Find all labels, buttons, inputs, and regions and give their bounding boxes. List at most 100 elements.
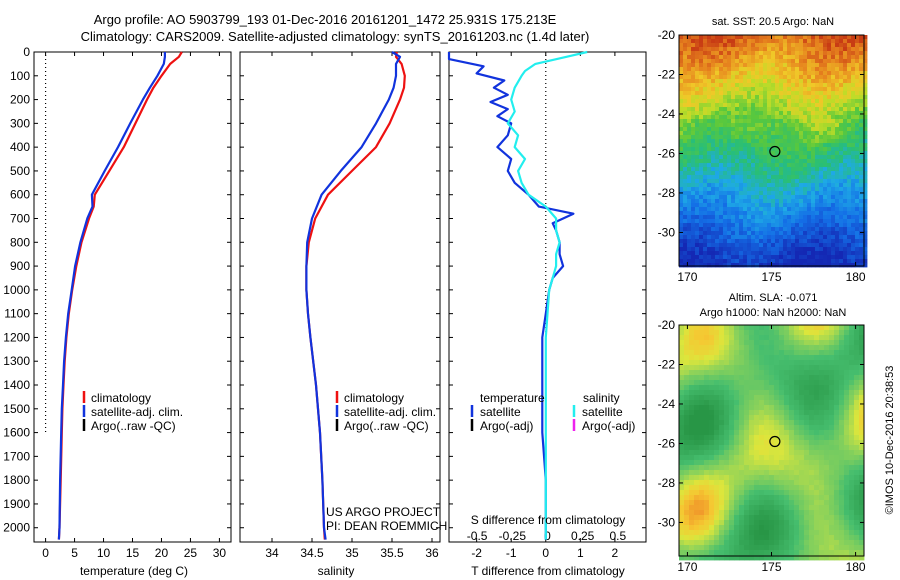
heatmap-cell xyxy=(719,119,724,124)
heatmap-cell xyxy=(699,79,704,84)
heatmap-cell xyxy=(799,350,805,356)
heatmap-cell xyxy=(863,175,868,180)
heatmap-cell xyxy=(714,330,720,336)
heatmap-cell xyxy=(687,115,692,120)
heatmap-cell xyxy=(794,540,800,546)
sla-map-title-line1: Altim. SLA: -0.071 xyxy=(729,292,818,304)
heatmap-cell xyxy=(855,83,860,88)
heatmap-cell xyxy=(729,430,735,436)
heatmap-cell xyxy=(764,365,770,371)
heatmap-cell xyxy=(819,167,824,172)
heatmap-cell xyxy=(751,247,756,252)
heatmap-cell xyxy=(684,540,690,546)
heatmap-cell xyxy=(683,87,688,92)
heatmap-cell xyxy=(779,490,785,496)
heatmap-cell xyxy=(743,159,748,164)
heatmap-cell xyxy=(829,420,835,426)
heatmap-cell xyxy=(689,465,695,471)
heatmap-cell xyxy=(727,143,732,148)
heatmap-cell xyxy=(709,480,715,486)
heatmap-cell xyxy=(769,370,775,376)
heatmap-cell xyxy=(711,59,716,64)
heatmap-cell xyxy=(854,425,860,431)
heatmap-cell xyxy=(814,470,820,476)
heatmap-cell xyxy=(795,219,800,224)
heatmap-cell xyxy=(679,95,684,100)
heatmap-cell xyxy=(859,131,864,136)
heatmap-cell xyxy=(799,500,805,506)
heatmap-cell xyxy=(791,83,796,88)
heatmap-cell xyxy=(683,63,688,68)
heatmap-cell xyxy=(819,430,825,436)
heatmap-cell xyxy=(819,79,824,84)
heatmap-cell xyxy=(799,179,804,184)
heatmap-cell xyxy=(695,123,700,128)
heatmap-cell xyxy=(695,151,700,156)
heatmap-cell xyxy=(699,119,704,124)
heatmap-cell xyxy=(759,420,765,426)
heatmap-cell xyxy=(831,259,836,264)
heatmap-cell xyxy=(735,131,740,136)
heatmap-cell xyxy=(699,255,704,260)
heatmap-cell xyxy=(844,515,850,521)
heatmap-cell xyxy=(689,475,695,481)
heatmap-cell xyxy=(779,485,785,491)
heatmap-cell xyxy=(831,231,836,236)
heatmap-cell xyxy=(859,545,865,551)
heatmap-cell xyxy=(809,440,815,446)
heatmap-cell xyxy=(815,87,820,92)
heatmap-cell xyxy=(699,495,705,501)
heatmap-cell xyxy=(679,215,684,220)
heatmap-cell xyxy=(689,395,695,401)
heatmap-cell xyxy=(747,103,752,108)
heatmap-cell xyxy=(689,410,695,416)
heatmap-cell xyxy=(827,67,832,72)
heatmap-cell xyxy=(764,330,770,336)
heatmap-cell xyxy=(799,79,804,84)
heatmap-cell xyxy=(779,510,785,516)
heatmap-cell xyxy=(823,239,828,244)
heatmap-cell xyxy=(811,71,816,76)
heatmap-cell xyxy=(815,191,820,196)
heatmap-cell xyxy=(774,510,780,516)
heatmap-cell xyxy=(719,59,724,64)
heatmap-cell xyxy=(774,555,780,561)
heatmap-cell xyxy=(859,370,865,376)
heatmap-cell xyxy=(747,179,752,184)
heatmap-cell xyxy=(803,167,808,172)
heatmap-cell xyxy=(807,251,812,256)
heatmap-cell xyxy=(809,395,815,401)
heatmap-cell xyxy=(771,135,776,140)
heatmap-cell xyxy=(839,385,845,391)
heatmap-cell xyxy=(727,67,732,72)
heatmap-cell xyxy=(839,460,845,466)
heatmap-cell xyxy=(839,540,845,546)
heatmap-cell xyxy=(735,187,740,192)
heatmap-cell xyxy=(803,115,808,120)
heatmap-cell xyxy=(783,67,788,72)
heatmap-cell xyxy=(727,207,732,212)
heatmap-cell xyxy=(763,51,768,56)
heatmap-cell xyxy=(831,195,836,200)
heatmap-cell xyxy=(729,515,735,521)
heatmap-cell xyxy=(744,540,750,546)
lat-tick-label: -24 xyxy=(658,107,676,121)
heatmap-cell xyxy=(763,179,768,184)
heatmap-cell xyxy=(731,83,736,88)
heatmap-cell xyxy=(751,139,756,144)
heatmap-cell xyxy=(771,63,776,68)
heatmap-cell xyxy=(824,440,830,446)
heatmap-cell xyxy=(683,199,688,204)
heatmap-cell xyxy=(849,445,855,451)
heatmap-cell xyxy=(783,235,788,240)
heatmap-cell xyxy=(743,99,748,104)
x-tick-label: 5 xyxy=(71,546,78,560)
heatmap-cell xyxy=(771,223,776,228)
heatmap-cell xyxy=(699,71,704,76)
heatmap-cell xyxy=(827,147,832,152)
heatmap-cell xyxy=(827,51,832,56)
heatmap-cell xyxy=(683,55,688,60)
heatmap-cell xyxy=(804,490,810,496)
heatmap-cell xyxy=(859,123,864,128)
heatmap-cell xyxy=(707,183,712,188)
